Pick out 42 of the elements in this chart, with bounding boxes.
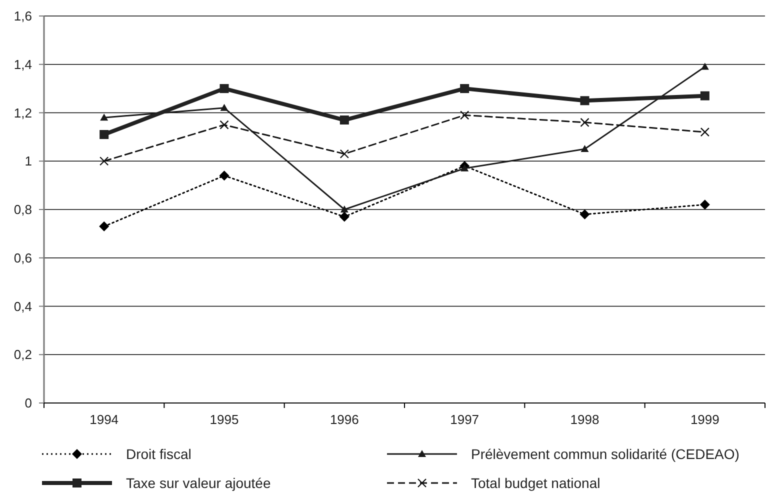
legend-label: Taxe sur valeur ajoutée xyxy=(126,474,271,491)
point xyxy=(700,62,709,70)
point xyxy=(580,145,589,152)
y-tick-label: 0,2 xyxy=(14,347,32,362)
point xyxy=(460,84,470,94)
point xyxy=(339,212,350,222)
point xyxy=(340,116,349,125)
y-tick-label: 0 xyxy=(24,396,32,411)
y-tick-label: 1,6 xyxy=(14,8,32,24)
y-tick-label: 0,4 xyxy=(14,298,32,314)
y-tick-label: 1,4 xyxy=(14,56,32,72)
x-tick-label: 1999 xyxy=(690,412,720,427)
legend-label: Prélèvement commun solidarité (CEDEAO) xyxy=(471,446,740,462)
legend-label: Droit fiscal xyxy=(126,446,192,462)
point xyxy=(220,84,229,94)
point xyxy=(220,104,228,111)
point xyxy=(219,170,230,181)
x-tick-label: 1998 xyxy=(570,412,600,427)
point xyxy=(99,221,110,232)
y-tick-label: 0,8 xyxy=(14,202,32,218)
point xyxy=(340,206,348,212)
legend-label: Total budget national xyxy=(471,474,600,491)
point xyxy=(700,91,710,100)
y-tick-label: 1 xyxy=(24,154,32,169)
point xyxy=(580,209,590,220)
point xyxy=(700,128,710,137)
point xyxy=(99,156,109,166)
point xyxy=(700,200,710,210)
point xyxy=(340,149,350,158)
point xyxy=(100,130,109,140)
x-tick-label: 1994 xyxy=(90,412,119,427)
point xyxy=(220,120,229,130)
x-tick-label: 1995 xyxy=(210,412,239,427)
y-tick-label: 1,2 xyxy=(14,105,32,120)
y-tick-label: 0,6 xyxy=(14,250,32,266)
x-tick-label: 1996 xyxy=(330,412,359,427)
point xyxy=(100,114,108,121)
point xyxy=(460,110,470,120)
x-tick-label: 1997 xyxy=(450,412,480,427)
point xyxy=(580,96,590,106)
point xyxy=(580,118,590,128)
point xyxy=(460,164,469,172)
